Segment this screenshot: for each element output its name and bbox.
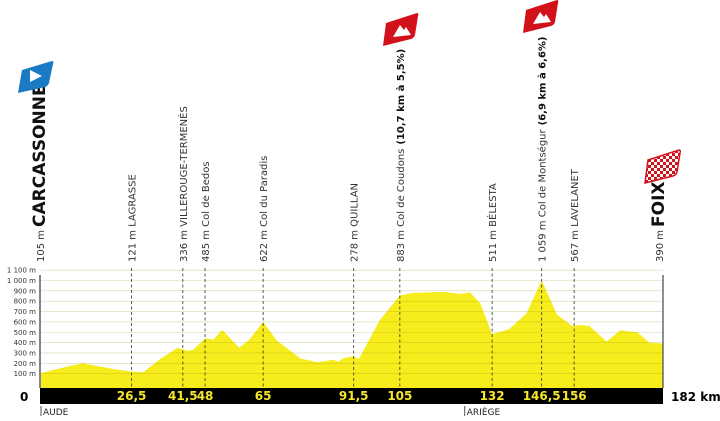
waypoint-text: 278 m QUILLAN <box>350 183 361 262</box>
waypoint-label: 121 m LAGRASSE <box>128 174 139 262</box>
waypoint-label: 336 m VILLEROUGE-TERMENÈS <box>177 106 190 262</box>
km-bar <box>40 388 663 404</box>
y-tick-label: 1 100 m <box>7 267 36 275</box>
waypoint-label: 485 m Col de Bedos <box>201 161 212 262</box>
km-marker-label: 48 <box>197 389 214 403</box>
waypoint-label: 567 m LAVELANET <box>570 168 581 262</box>
climb-stats: (6,9 km à 6,6%) <box>537 37 549 126</box>
km-marker-label: 41,5 <box>168 389 198 403</box>
waypoint-label: 278 m QUILLAN <box>350 183 361 262</box>
y-tick-label: 900 m <box>14 287 37 295</box>
waypoint-label: 622 m Col du Paradis <box>259 156 270 262</box>
y-tick-label: 200 m <box>14 360 37 368</box>
waypoint-label: 390 m FOIX <box>649 181 669 262</box>
y-tick-label: 500 m <box>14 329 37 337</box>
y-tick-label: 100 m <box>14 370 37 378</box>
city-name: CARCASSONNE <box>30 84 50 227</box>
waypoint-text: 336 m VILLEROUGE-TERMENÈS <box>177 106 190 262</box>
km-marker-label: 26,5 <box>117 389 147 403</box>
waypoint-label: 1 059 m Col de Montségur (6,9 km à 6,6%) <box>537 37 549 263</box>
waypoint-text: 121 m LAGRASSE <box>128 174 139 262</box>
y-tick-label: 1 000 m <box>7 277 36 285</box>
waypoint-text: 883 m Col de Coudons <box>396 149 407 262</box>
waypoint-label: 105 m CARCASSONNE <box>30 84 50 262</box>
waypoint-label: 511 m BÉLESTA <box>486 183 499 262</box>
waypoint-text: 511 m BÉLESTA <box>486 183 499 262</box>
y-tick-label: 800 m <box>14 298 37 306</box>
waypoint-text: 485 m Col de Bedos <box>201 161 212 262</box>
km-marker-label: 65 <box>255 389 272 403</box>
waypoint-text: 390 m <box>655 230 666 262</box>
grid-lines-over <box>41 269 663 374</box>
km-marker-label: 146,5 <box>523 389 561 403</box>
y-tick-label: 700 m <box>14 308 37 316</box>
mountain-flag-icon <box>523 0 559 33</box>
city-name: FOIX <box>649 181 669 227</box>
end-km-label: 182 km <box>671 390 720 404</box>
waypoint-label: 883 m Col de Coudons (10,7 km à 5,5%) <box>395 49 407 262</box>
y-tick-label: 300 m <box>14 349 37 357</box>
km-marker-label: 91,5 <box>339 389 369 403</box>
y-tick-label: 400 m <box>14 339 37 347</box>
waypoint-text: 622 m Col du Paradis <box>259 156 270 262</box>
mountain-flag-icon <box>383 13 419 46</box>
waypoint-text: 1 059 m Col de Montségur <box>537 128 549 262</box>
waypoint-text: 567 m LAVELANET <box>570 168 581 262</box>
department-label: ARIÈGE <box>467 406 501 418</box>
department-label: AUDE <box>43 408 69 418</box>
y-tick-label: 600 m <box>14 318 37 326</box>
km-marker-label: 105 <box>387 389 412 403</box>
departments: AUDE ARIÈGE <box>40 406 501 418</box>
climb-stats: (10,7 km à 5,5%) <box>395 49 407 145</box>
start-km-label: 0 <box>20 390 28 404</box>
waypoints: 105 m CARCASSONNE 26,5 121 m LAGRASSE 41,5 33… <box>30 37 669 404</box>
km-marker-label: 132 <box>480 389 505 403</box>
start-flag-icon <box>18 61 54 93</box>
checkered-flag-icon <box>644 149 682 184</box>
y-tick-labels: 100 m 200 m 300 m 400 m 500 m 600 m 700 m 800 m… <box>7 267 36 379</box>
km-marker-label: 156 <box>562 389 587 403</box>
elevation-profile-area <box>41 280 663 388</box>
waypoint-text: 105 m <box>36 230 47 262</box>
